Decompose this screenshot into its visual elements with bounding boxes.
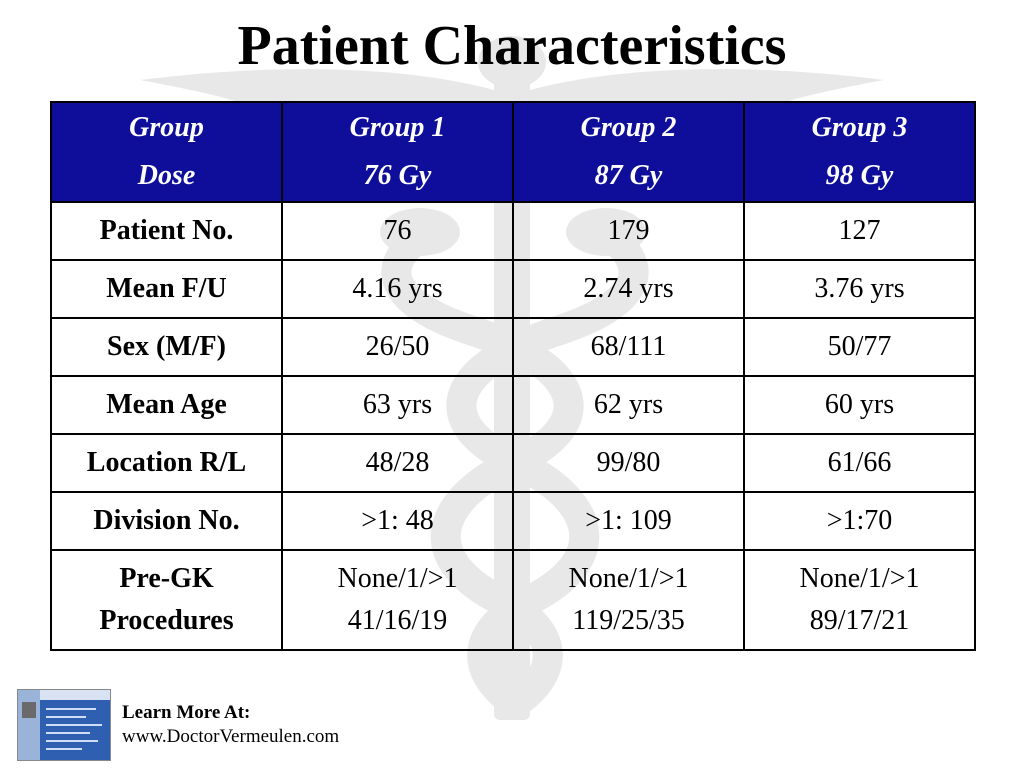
footer: Learn More At: www.DoctorVermeulen.com	[122, 701, 339, 749]
table-cell: 76	[281, 201, 514, 261]
table-cell: 179	[512, 201, 745, 261]
row-label: Sex (M/F)	[50, 317, 283, 377]
header-line: Group 3	[811, 112, 908, 143]
thumbnail-photo	[22, 702, 36, 718]
cell-line: 89/17/21	[809, 605, 910, 636]
table-cell: 62 yrs	[512, 375, 745, 435]
table-cell: 26/50	[281, 317, 514, 377]
table-cell: >1: 48	[281, 491, 514, 551]
row-label: Division No.	[50, 491, 283, 551]
row-label: Mean Age	[50, 375, 283, 435]
header-cell-group-3: Group 3 98 Gy	[743, 101, 976, 203]
row-label-line: Pre-GK	[119, 563, 214, 594]
table-cell: 2.74 yrs	[512, 259, 745, 319]
table-cell: 68/111	[512, 317, 745, 377]
patient-characteristics-table: Group Dose Group 1 76 Gy Group 2 87 Gy G…	[50, 101, 976, 651]
table-cell: 60 yrs	[743, 375, 976, 435]
slide-title: Patient Characteristics	[237, 15, 787, 77]
thumbnail-line	[46, 724, 102, 726]
row-label: Pre-GK Procedures	[50, 549, 283, 651]
table-cell: >1: 109	[512, 491, 745, 551]
header-line: 76 Gy	[363, 160, 432, 191]
thumbnail-line	[46, 740, 98, 742]
table-row: Sex (M/F) 26/50 68/111 50/77	[50, 317, 976, 377]
thumbnail-line	[46, 708, 96, 710]
table-cell: 127	[743, 201, 976, 261]
table-cell: None/1/>1 41/16/19	[281, 549, 514, 651]
table-cell: >1:70	[743, 491, 976, 551]
cell-line: None/1/>1	[799, 563, 920, 594]
header-cell-group-1: Group 1 76 Gy	[281, 101, 514, 203]
header-cell-group-2: Group 2 87 Gy	[512, 101, 745, 203]
footer-label: Learn More At:	[122, 702, 251, 723]
footer-link[interactable]: www.DoctorVermeulen.com	[122, 726, 340, 747]
table-cell: 50/77	[743, 317, 976, 377]
row-label-line: Procedures	[99, 605, 234, 636]
table-cell: 63 yrs	[281, 375, 514, 435]
header-line: Group 1	[349, 112, 446, 143]
cell-line: None/1/>1	[337, 563, 458, 594]
thumbnail-header	[40, 690, 110, 700]
table-cell: None/1/>1 119/25/35	[512, 549, 745, 651]
table-row: Division No. >1: 48 >1: 109 >1:70	[50, 491, 976, 551]
thumbnail-line	[46, 716, 86, 718]
header-line: Dose	[137, 160, 196, 191]
table-row: Pre-GK Procedures None/1/>1 41/16/19 Non…	[50, 549, 976, 651]
cell-line: 119/25/35	[572, 605, 685, 636]
table-cell: 4.16 yrs	[281, 259, 514, 319]
thumbnail-line	[46, 748, 82, 750]
website-thumbnail[interactable]	[17, 689, 111, 761]
thumbnail-line	[46, 732, 90, 734]
row-label: Location R/L	[50, 433, 283, 493]
table-cell: None/1/>1 89/17/21	[743, 549, 976, 651]
row-label: Patient No.	[50, 201, 283, 261]
header-line: Group	[129, 112, 204, 143]
cell-line: 41/16/19	[347, 605, 448, 636]
table-cell: 61/66	[743, 433, 976, 493]
thumbnail-sidebar	[18, 690, 40, 760]
row-label: Mean F/U	[50, 259, 283, 319]
header-cell-group-dose: Group Dose	[50, 101, 283, 203]
table-row: Location R/L 48/28 99/80 61/66	[50, 433, 976, 493]
table-row: Mean F/U 4.16 yrs 2.74 yrs 3.76 yrs	[50, 259, 976, 319]
table-row: Mean Age 63 yrs 62 yrs 60 yrs	[50, 375, 976, 435]
table-header-row: Group Dose Group 1 76 Gy Group 2 87 Gy G…	[50, 101, 976, 203]
table-cell: 99/80	[512, 433, 745, 493]
table-cell: 3.76 yrs	[743, 259, 976, 319]
table-cell: 48/28	[281, 433, 514, 493]
header-line: 98 Gy	[825, 160, 894, 191]
header-line: Group 2	[580, 112, 677, 143]
header-line: 87 Gy	[594, 160, 663, 191]
cell-line: None/1/>1	[568, 563, 689, 594]
table-row: Patient No. 76 179 127	[50, 201, 976, 261]
